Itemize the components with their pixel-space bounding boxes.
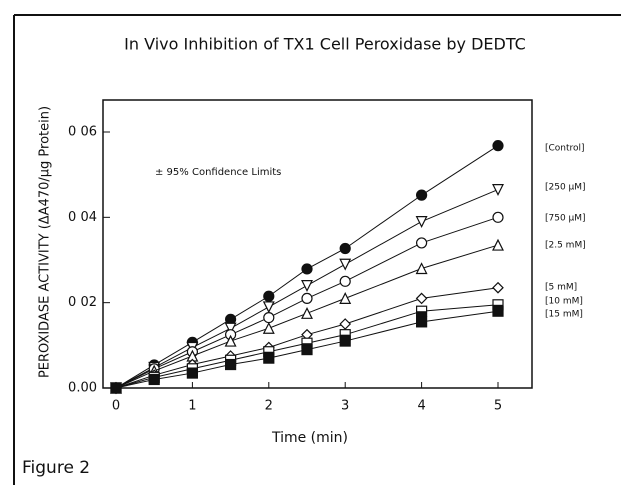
annotation: ± 95% Confidence Limits [155, 167, 281, 178]
marker [301, 280, 313, 292]
legend-label: [15 mM] [545, 310, 583, 320]
marker [492, 238, 504, 251]
marker [339, 242, 351, 255]
marker [262, 321, 275, 334]
marker [339, 335, 351, 347]
marker [339, 318, 352, 330]
marker [415, 262, 428, 275]
x-tick-label: 2 [265, 399, 273, 414]
marker [416, 305, 428, 317]
marker [492, 305, 504, 317]
x-tick-label: 0 [112, 399, 120, 414]
y-tick-label: 0 02 [68, 295, 97, 310]
marker [224, 322, 237, 335]
marker-fill [416, 311, 427, 317]
marker [263, 352, 275, 364]
figure-label: Figure 2 [22, 458, 90, 478]
chart-title: In Vivo Inhibition of TX1 Cell Peroxidas… [124, 35, 526, 54]
legend-label: [10 mM] [545, 297, 583, 307]
x-tick-label: 1 [188, 399, 196, 414]
plot-frame [102, 99, 533, 389]
x-tick-label: 5 [494, 399, 502, 414]
marker [110, 382, 122, 394]
marker [301, 306, 313, 319]
y-tick-label: 0.00 [68, 381, 97, 396]
marker [225, 358, 237, 371]
marker [416, 189, 428, 201]
marker [415, 292, 428, 305]
marker [301, 292, 313, 304]
x-axis-label: Time (min) [271, 430, 348, 446]
legend-label: [5 mM] [545, 283, 577, 293]
marker [492, 211, 504, 223]
marker [416, 316, 428, 328]
marker [224, 334, 237, 347]
marker [492, 184, 504, 196]
marker [492, 140, 504, 152]
marker [263, 312, 275, 324]
marker [263, 290, 275, 302]
marker [262, 301, 275, 314]
legend-label: [2.5 mM] [545, 241, 586, 251]
y-tick-label: 0 06 [68, 125, 97, 140]
marker [339, 292, 352, 304]
marker [492, 281, 504, 294]
marker [339, 275, 351, 287]
marker [339, 258, 352, 271]
legend-label: [250 µM] [545, 183, 586, 193]
x-tick-label: 3 [341, 399, 349, 414]
marker [415, 216, 428, 228]
marker [301, 344, 313, 356]
marker [301, 263, 313, 275]
y-axis-label: PEROXIDASE ACTIVITY (ΔA470/µg Protein) [38, 106, 53, 378]
marker [148, 373, 160, 386]
x-tick-label: 4 [417, 399, 425, 414]
marker [186, 367, 198, 379]
y-tick-label: 0 04 [68, 210, 97, 225]
marker [416, 237, 428, 249]
legend-label: [750 µM] [545, 214, 586, 224]
legend-label: [Control] [545, 144, 585, 154]
